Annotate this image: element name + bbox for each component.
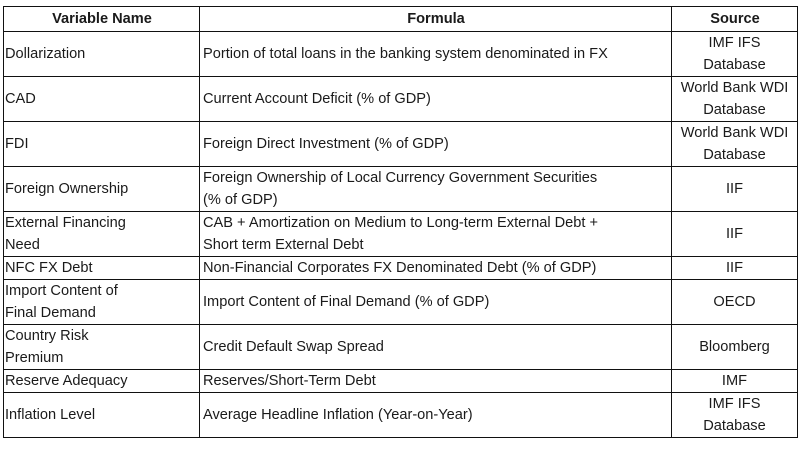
variable-name-cell-line: Premium: [5, 350, 64, 366]
variable-name-cell: Country Risk Premium: [3, 324, 200, 370]
variable-name-cell: FDI: [3, 121, 200, 167]
variable-name-cell: Import Content of Final Demand: [3, 279, 200, 325]
formula-cell: Reserves/Short-Term Debt: [199, 369, 672, 393]
source-cell-line: Database: [703, 418, 766, 434]
table-row: FDI Foreign Direct Investment (% of GDP) W…: [3, 121, 798, 167]
formula-cell-line: Credit Default Swap Spread: [203, 339, 384, 355]
variable-name-cell-line: Foreign Ownership: [5, 181, 129, 197]
source-cell: IIF: [671, 256, 798, 280]
variable-name-cell: Foreign Ownership: [3, 166, 200, 212]
formula-cell: CAB + Amortization on Medium to Long-ter…: [199, 211, 672, 257]
variable-name-cell-line: External Financing: [5, 215, 126, 231]
formula-cell-line: Reserves/Short-Term Debt: [203, 373, 376, 389]
source-cell-line: OECD: [713, 294, 756, 310]
source-cell-line: IIF: [725, 260, 744, 276]
formula-cell: Credit Default Swap Spread: [199, 324, 672, 370]
variable-name-cell-line: Final Demand: [5, 305, 96, 321]
variable-name-cell: CAD: [3, 76, 200, 122]
formula-cell: Current Account Deficit (% of GDP): [199, 76, 672, 122]
variable-name-cell-line: FDI: [5, 136, 29, 152]
table-row: NFC FX Debt Non-Financial Corporates FX D…: [3, 256, 798, 280]
source-cell: World Bank WDI Database: [671, 76, 798, 122]
variable-name-cell: External Financing Need: [3, 211, 200, 257]
source-cell: IIF: [671, 166, 798, 212]
table-row: Inflation Level Average Headline Inflatio…: [3, 392, 798, 438]
table-header-row: Variable Name Formula Source: [3, 6, 798, 32]
formula-cell-line: Short term External Debt: [203, 237, 364, 253]
variable-name-cell: NFC FX Debt: [3, 256, 200, 280]
formula-cell-line: Foreign Direct Investment (% of GDP): [203, 136, 449, 152]
source-cell: IMF: [671, 369, 798, 393]
formula-cell-line: Import Content of Final Demand (% of GDP…: [203, 294, 490, 310]
formula-cell-line: Portion of total loans in the banking sy…: [203, 46, 608, 62]
variable-name-cell-line: Import Content of: [5, 283, 118, 299]
source-cell: IMF IFS Database: [671, 31, 798, 77]
source-cell: World Bank WDI Database: [671, 121, 798, 167]
source-cell-line: IMF IFS: [708, 35, 761, 51]
source-cell-line: IMF: [721, 373, 748, 389]
source-cell-line: IIF: [725, 226, 744, 242]
variable-name-cell-line: Dollarization: [5, 46, 86, 62]
variable-name-cell: Reserve Adequacy: [3, 369, 200, 393]
variable-name-cell-line: Need: [5, 237, 40, 253]
table-row: External Financing Need CAB + Amortization…: [3, 211, 798, 257]
variable-name-cell: Dollarization: [3, 31, 200, 77]
table-row: Country Risk Premium Credit Default Swap S…: [3, 324, 798, 370]
source-cell: OECD: [671, 279, 798, 325]
variable-name-cell: Inflation Level: [3, 392, 200, 438]
table-row: Import Content of Final Demand Import Cont…: [3, 279, 798, 325]
formula-cell: Foreign Ownership of Local Currency Gove…: [199, 166, 672, 212]
variable-name-cell-line: Country Risk: [5, 328, 89, 344]
variable-name-cell-line: CAD: [5, 91, 36, 107]
source-cell-line: Database: [703, 57, 766, 73]
source-cell-line: Database: [703, 102, 766, 118]
table-row: CAD Current Account Deficit (% of GDP) Wor…: [3, 76, 798, 122]
source-cell: IMF IFS Database: [671, 392, 798, 438]
formula-cell-line: Foreign Ownership of Local Currency Gove…: [203, 170, 598, 186]
header-source: Source: [671, 6, 798, 32]
formula-cell-line: Non-Financial Corporates FX Denominated …: [203, 260, 597, 276]
header-formula: Formula: [199, 6, 672, 32]
source-cell-line: Bloomberg: [699, 339, 770, 355]
source-cell: IIF: [671, 211, 798, 257]
table-row: Foreign Ownership Foreign Ownership of Lo…: [3, 166, 798, 212]
source-cell-line: IMF IFS: [708, 396, 761, 412]
source-cell-line: World Bank WDI: [680, 125, 789, 141]
formula-cell-line: Current Account Deficit (% of GDP): [203, 91, 431, 107]
header-variable-name: Variable Name: [3, 6, 200, 32]
table-row: Reserve Adequacy Reserves/Short-Term Debt…: [3, 369, 798, 393]
variables-table: Variable Name Formula Source Dollarizati…: [3, 6, 798, 438]
source-cell-line: World Bank WDI: [680, 80, 789, 96]
source-cell: Bloomberg: [671, 324, 798, 370]
formula-cell: Non-Financial Corporates FX Denominated …: [199, 256, 672, 280]
source-cell-line: IIF: [725, 181, 744, 197]
formula-cell-line: (% of GDP): [203, 192, 278, 208]
formula-cell: Import Content of Final Demand (% of GDP…: [199, 279, 672, 325]
formula-cell: Foreign Direct Investment (% of GDP): [199, 121, 672, 167]
formula-cell-line: CAB + Amortization on Medium to Long-ter…: [203, 215, 599, 231]
table-row: Dollarization Portion of total loans in t…: [3, 31, 798, 77]
source-cell-line: Database: [703, 147, 766, 163]
variable-name-cell-line: Reserve Adequacy: [5, 373, 128, 389]
formula-cell: Average Headline Inflation (Year-on-Year…: [199, 392, 672, 438]
variable-name-cell-line: Inflation Level: [5, 407, 96, 423]
variable-name-cell-line: NFC FX Debt: [5, 260, 93, 276]
table-body: Dollarization Portion of total loans in t…: [3, 31, 798, 438]
formula-cell: Portion of total loans in the banking sy…: [199, 31, 672, 77]
formula-cell-line: Average Headline Inflation (Year-on-Year…: [203, 407, 473, 423]
